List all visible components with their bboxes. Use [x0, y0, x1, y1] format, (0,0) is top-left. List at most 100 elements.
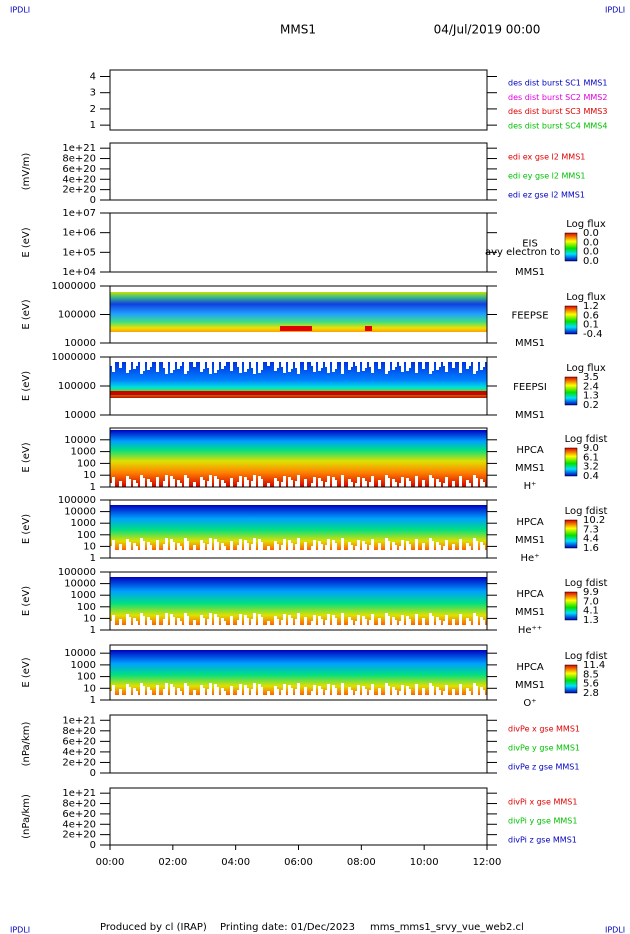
spectrogram-gap [362, 686, 365, 695]
colorbar-title: Log fdist [565, 651, 608, 662]
panel-label: MMS1 [515, 535, 545, 546]
spectrogram-gap [165, 475, 168, 487]
panel-label: MMS1 [515, 607, 545, 618]
spectrogram-gap [260, 479, 263, 487]
spectrogram-gap [112, 477, 115, 487]
spectrogram-gap [334, 362, 337, 369]
legend-label: divPi z gse MMS1 [508, 836, 577, 845]
spectrogram-gap [202, 543, 205, 550]
spectrogram-gap [378, 543, 381, 550]
spectrogram-gap [216, 687, 219, 695]
spectrogram-gap [133, 688, 136, 695]
spectrogram-gap [140, 475, 143, 487]
spectrogram-gap [318, 686, 321, 695]
spectrogram-gap [452, 481, 455, 487]
spectrogram-gap [221, 362, 224, 369]
spectrogram-gap [147, 617, 150, 625]
spectrogram-gap [327, 684, 330, 695]
spectrogram-gap [341, 362, 344, 374]
spectrogram-band [300, 326, 312, 331]
x-tick-label: 04:00 [221, 857, 250, 868]
spectrogram-gap [119, 544, 122, 550]
spectrogram-gap [221, 618, 224, 625]
spectrogram-gap [172, 617, 175, 625]
panel-label: HPCA [516, 589, 544, 600]
panel-frame [109, 644, 488, 701]
spectrogram-gap [429, 613, 432, 625]
spectrogram-gap [258, 684, 261, 695]
spectrogram-gap [216, 542, 219, 550]
spectrogram-gap [202, 688, 205, 695]
y-tick-label: 2e+20 [62, 757, 96, 768]
spectrogram-gap [288, 362, 291, 372]
colorbar [564, 447, 578, 477]
spectrogram-gap [473, 683, 476, 695]
spectrogram-gap [392, 617, 395, 625]
legend-label: divPi y gse MMS1 [508, 817, 577, 826]
spectrogram-gap [332, 540, 335, 550]
spectrogram-gap [429, 683, 432, 695]
spectrogram-gap [364, 362, 367, 368]
colorbar [564, 232, 578, 262]
spectrogram-gap [408, 362, 411, 368]
spectrogram-gap [140, 613, 143, 625]
spectrogram-gap [244, 540, 247, 550]
colorbar-label: 11.4 [583, 660, 605, 671]
spectrogram-gap [237, 690, 240, 695]
y-axis-label: E (eV) [21, 227, 32, 257]
y-tick-label: 1 [90, 553, 96, 564]
colorbar [564, 664, 578, 694]
spectrogram-gap [327, 476, 330, 487]
spectrogram-gap [357, 685, 360, 695]
spectrogram-gap [394, 545, 397, 550]
spectrogram-gap [295, 544, 298, 550]
spectrogram-gap [355, 621, 358, 625]
spectrogram-gap [357, 540, 360, 550]
spectrogram-gap [362, 478, 365, 487]
spectrogram-gap [140, 538, 143, 550]
spectrogram-gap [408, 689, 411, 695]
spectrogram-gap [355, 362, 358, 366]
y-tick-label: 100000 [58, 381, 96, 392]
spectrogram-gap [237, 362, 240, 367]
y-tick-label: 8e+20 [62, 154, 96, 165]
colorbar-label: 0.2 [583, 400, 599, 411]
spectrogram-gap [200, 685, 203, 695]
spectrogram-gap [258, 539, 261, 550]
spectrogram-gap [207, 619, 210, 625]
spectrogram-gap [387, 541, 390, 550]
spectrogram-gap [128, 362, 131, 370]
spectrogram-gap [128, 687, 131, 695]
spectrogram-gap [237, 545, 240, 550]
spectrogram-gap [214, 362, 217, 373]
spectrogram-gap [128, 617, 131, 625]
spectrogram-gap [348, 362, 351, 370]
panel-label: MMS1 [515, 410, 545, 421]
spectrogram-gap [165, 683, 168, 695]
footer-text: Printing date: 01/Dec/2023 [220, 922, 355, 933]
panel-label: O⁺ [523, 698, 536, 709]
spectrogram-gap [216, 362, 219, 370]
y-tick-label: 100 [77, 530, 96, 541]
spectrogram-gap [438, 482, 441, 487]
spectrogram-gap [281, 620, 284, 625]
panel-note: avy electron to [485, 247, 560, 258]
colorbar-label: 1.6 [583, 543, 599, 554]
spectrogram-gap [369, 690, 372, 695]
spectrogram-gap [325, 362, 328, 367]
spectrogram-gap [288, 685, 291, 695]
spectrogram-gap [304, 542, 307, 550]
spectrogram-gap [332, 685, 335, 695]
spectrogram-gap [350, 690, 353, 695]
spectrogram-gap [406, 362, 409, 371]
y-axis-label: E (eV) [21, 657, 32, 687]
spectrogram-gap [304, 479, 307, 487]
spectrogram-gap [399, 483, 402, 487]
legend-label: divPi x gse MMS1 [508, 798, 577, 807]
spectrogram-gap [276, 362, 279, 368]
spectrogram-gap [186, 686, 189, 695]
spectrogram-gap [445, 615, 448, 625]
spectrogram-gap [475, 362, 478, 371]
spectrogram-gap [348, 479, 351, 487]
spectrogram-gap [350, 545, 353, 550]
